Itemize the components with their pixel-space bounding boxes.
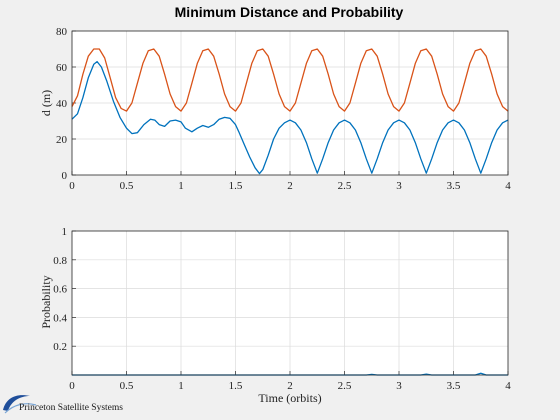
top-x-tick-label: 1 <box>178 180 184 192</box>
top-x-tick-label: 3.5 <box>447 180 461 192</box>
pss-logo-text: Princeton Satellite Systems <box>19 403 123 413</box>
bottom-x-tick-label: 4 <box>505 380 511 392</box>
bottom-y-axis-label: Probability <box>39 275 53 328</box>
top-y-tick-label: 0 <box>62 170 68 182</box>
bottom-axes-x-tick-labels: 0 0.5 1 1.5 2 2.5 3 3.5 4 <box>69 380 511 392</box>
top-y-tick-label: 20 <box>56 134 68 146</box>
top-series-line-2 <box>71 48 509 112</box>
top-x-tick-label: 0.5 <box>120 180 134 192</box>
top-axes-x-tick-labels: 0 0.5 1 1.5 2 2.5 3 3.5 4 <box>69 180 511 192</box>
bottom-axes: 0 0.5 1 1.5 2 2.5 3 3.5 4 0.2 0.4 0.6 0.8 1 Time (or… <box>39 226 511 405</box>
bottom-axes-grid <box>72 231 508 375</box>
top-x-tick-label: 2.5 <box>338 180 352 192</box>
bottom-x-tick-label: 3 <box>396 380 402 392</box>
bottom-y-tick-label: 0.8 <box>53 255 67 267</box>
bottom-x-tick-label: 3.5 <box>447 380 461 392</box>
top-x-tick-label: 3 <box>396 180 402 192</box>
chart-title: Minimum Distance and Probability <box>175 4 404 20</box>
pss-logo: Princeton Satellite Systems <box>3 395 123 414</box>
bottom-axes-y-tick-labels: 0.2 0.4 0.6 0.8 1 <box>53 226 67 353</box>
top-axes: 0 0.5 1 1.5 2 2.5 3 3.5 4 0 20 40 60 80 d (m) <box>39 26 511 192</box>
bottom-y-tick-label: 1 <box>62 226 68 238</box>
bottom-x-tick-label: 2 <box>287 380 293 392</box>
bottom-y-tick-label: 0.6 <box>53 284 67 296</box>
top-series-line-1 <box>71 60 509 175</box>
bottom-x-tick-label: 2.5 <box>338 380 352 392</box>
top-x-tick-label: 4 <box>505 180 511 192</box>
bottom-y-tick-label: 0.4 <box>53 312 67 324</box>
bottom-x-tick-label: 0 <box>69 380 75 392</box>
top-y-axis-label: d (m) <box>39 90 53 116</box>
bottom-x-axis-label: Time (orbits) <box>258 391 321 405</box>
bottom-x-tick-label: 1.5 <box>229 380 243 392</box>
top-axes-y-tick-labels: 0 20 40 60 80 <box>56 26 68 182</box>
psslogo-swoosh-icon <box>3 395 37 414</box>
top-x-tick-label: 0 <box>69 180 75 192</box>
bottom-y-tick-label: 0.2 <box>53 341 67 353</box>
bottom-x-tick-label: 0.5 <box>120 380 134 392</box>
bottom-x-tick-label: 1 <box>178 380 184 392</box>
top-axes-box <box>71 30 509 176</box>
top-y-tick-label: 40 <box>56 98 68 110</box>
top-x-tick-label: 2 <box>287 180 293 192</box>
top-y-tick-label: 60 <box>56 62 68 74</box>
bottom-axes-box <box>71 230 509 376</box>
top-y-tick-label: 80 <box>56 26 68 38</box>
top-x-tick-label: 1.5 <box>229 180 243 192</box>
